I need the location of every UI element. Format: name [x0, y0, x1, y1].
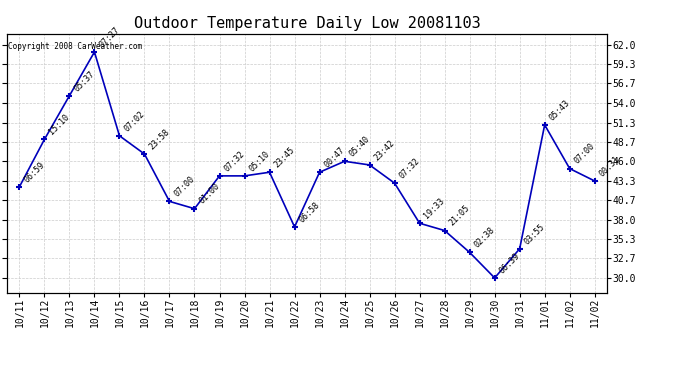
Text: 21:05: 21:05	[447, 204, 471, 228]
Text: 05:37: 05:37	[72, 69, 96, 93]
Text: 01:00: 01:00	[197, 182, 221, 206]
Text: 23:42: 23:42	[373, 138, 396, 162]
Text: 05:10: 05:10	[247, 149, 271, 173]
Text: 06:59: 06:59	[22, 160, 46, 184]
Text: 15:10: 15:10	[47, 112, 71, 136]
Text: 07:00: 07:00	[573, 142, 596, 166]
Text: 05:43: 05:43	[547, 98, 571, 122]
Text: 07:32: 07:32	[222, 149, 246, 173]
Text: 06:58: 06:58	[297, 200, 322, 224]
Text: 03:55: 03:55	[522, 222, 546, 246]
Text: 07:27: 07:27	[97, 25, 121, 49]
Text: 05:40: 05:40	[347, 135, 371, 159]
Text: Copyright 2008 CarWeather.com: Copyright 2008 CarWeather.com	[8, 42, 142, 51]
Text: 02:38: 02:38	[473, 226, 496, 250]
Text: 00:47: 00:47	[322, 146, 346, 170]
Text: 19:33: 19:33	[422, 196, 446, 220]
Title: Outdoor Temperature Daily Low 20081103: Outdoor Temperature Daily Low 20081103	[134, 16, 480, 31]
Text: 23:45: 23:45	[273, 146, 296, 170]
Text: 06:39: 06:39	[497, 251, 522, 275]
Text: 07:32: 07:32	[397, 156, 422, 180]
Text: 07:02: 07:02	[122, 109, 146, 133]
Text: 07:00: 07:00	[172, 175, 196, 199]
Text: 00:31: 00:31	[598, 154, 622, 178]
Text: 23:58: 23:58	[147, 127, 171, 151]
